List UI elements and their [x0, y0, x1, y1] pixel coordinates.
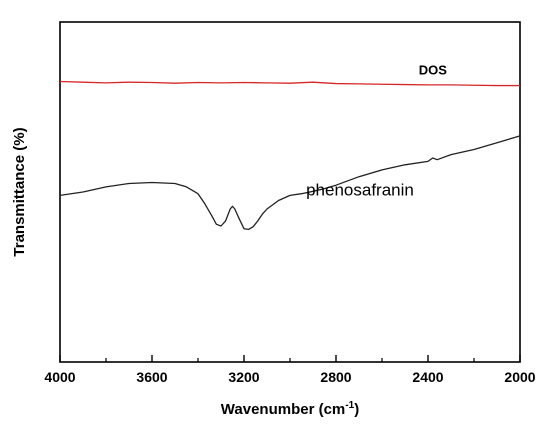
plot-area-frame — [59, 21, 521, 363]
x-tick-label: 3600 — [136, 369, 167, 385]
series-annotation-dos: DOS — [419, 63, 448, 78]
annotation-layer: DOS phenosafranin — [306, 63, 447, 200]
x-axis-label-close: ) — [354, 401, 359, 418]
series-line-dos — [59, 80, 520, 87]
x-tick-label: 2400 — [412, 369, 443, 385]
series-line-phenosafranin — [59, 135, 521, 231]
x-axis-label-main: Wavenumber (cm — [221, 401, 345, 418]
x-tick-label: 2800 — [320, 369, 351, 385]
series-annotation-phenosafranin: phenosafranin — [306, 180, 414, 199]
x-tick-label: 3200 — [228, 369, 259, 385]
x-tick-label: 4000 — [44, 369, 75, 385]
x-tick-label: 2000 — [504, 369, 535, 385]
x-axis-label-superscript: -1 — [345, 400, 354, 411]
series-layer — [59, 80, 521, 231]
x-axis-ticks: 4000 3600 3200 2800 2400 2000 — [44, 355, 536, 385]
x-axis-label: Wavenumber (cm-1) — [221, 400, 359, 418]
y-axis-label: Transmittance (%) — [11, 127, 28, 256]
